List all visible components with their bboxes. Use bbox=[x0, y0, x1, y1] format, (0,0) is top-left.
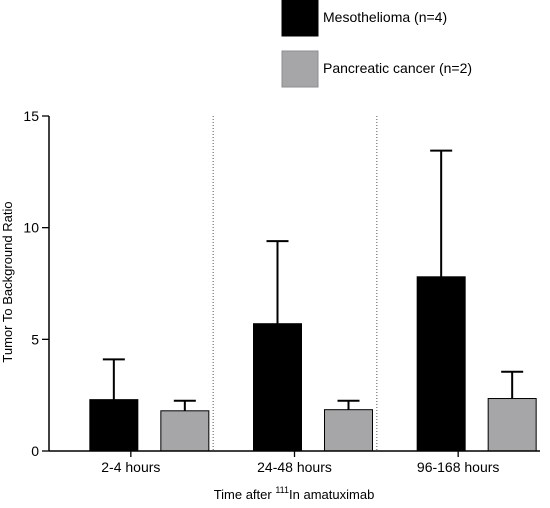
bars bbox=[89, 276, 537, 452]
bar bbox=[487, 398, 537, 452]
legend: Mesothelioma (n=4) Pancreatic cancer (n=2… bbox=[281, 0, 472, 88]
bar bbox=[416, 276, 466, 452]
x-tick-label: 2-4 hours bbox=[101, 459, 160, 475]
y-tick-label: 10 bbox=[23, 220, 39, 236]
error-bars bbox=[102, 149, 524, 411]
x-axis-title-prefix: Time after bbox=[214, 487, 276, 502]
x-axis-title-suffix: In amatuximab bbox=[289, 487, 374, 502]
x-axis-title: Time after 111In amatuximab bbox=[214, 485, 375, 502]
x-axis-title-superscript: 111 bbox=[275, 485, 289, 495]
legend-swatch bbox=[281, 50, 319, 88]
legend-label: Pancreatic cancer (n=2) bbox=[323, 60, 472, 76]
bar bbox=[324, 409, 373, 452]
bar bbox=[253, 323, 302, 452]
y-axis-title: Tumor To Background Ratio bbox=[0, 201, 15, 362]
x-tick-label: 24-48 hours bbox=[257, 459, 332, 475]
y-tick-label: 0 bbox=[31, 443, 39, 459]
bar bbox=[89, 399, 139, 452]
legend-swatch bbox=[281, 0, 319, 37]
y-tick-label: 5 bbox=[31, 331, 39, 347]
axes: 2-4 hours 24-48 hours 96-168 hours 0 5 10 15 bbox=[23, 108, 540, 475]
x-tick-label: 96-168 hours bbox=[417, 459, 500, 475]
group-separators bbox=[212, 116, 378, 451]
axis-labels: Tumor To Background Ratio Time after 111… bbox=[0, 201, 374, 502]
bar bbox=[160, 410, 210, 452]
legend-label: Mesothelioma (n=4) bbox=[323, 9, 447, 25]
y-tick-label: 15 bbox=[23, 108, 39, 124]
